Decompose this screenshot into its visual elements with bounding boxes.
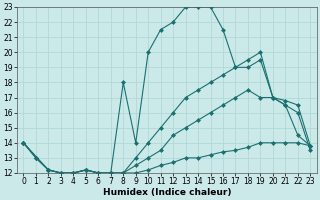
X-axis label: Humidex (Indice chaleur): Humidex (Indice chaleur) xyxy=(103,188,231,197)
